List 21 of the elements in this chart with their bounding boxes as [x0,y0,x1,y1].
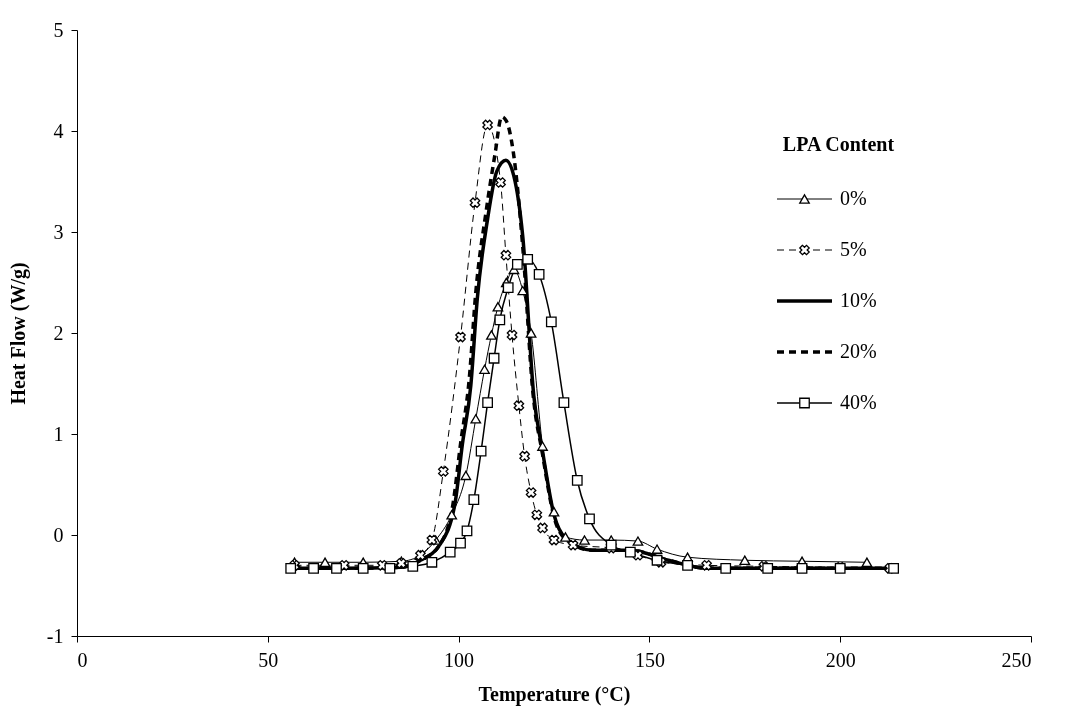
x-tick-label: 0 [77,648,88,671]
y-tick-label: 4 [53,119,64,142]
x-axis-title: Temperature (°C) [478,682,631,706]
legend-label: 10% [840,289,877,311]
x-tick-label: 100 [444,648,475,671]
y-tick-label: 5 [53,18,64,41]
legend-label: 0% [840,187,867,209]
y-tick-label: 2 [53,321,64,344]
x-tick-label: 250 [1001,648,1032,671]
legend-title: LPA Content [782,133,895,155]
y-tick-label: 3 [53,220,64,243]
legend-label: 20% [840,340,877,362]
y-tick-label: 0 [53,523,64,546]
y-tick-label: -1 [46,624,64,647]
x-tick-label: 50 [258,648,279,671]
y-axis-title: Heat Flow (W/g) [6,262,30,405]
x-tick-label: 200 [825,648,856,671]
x-tick-label: 150 [634,648,665,671]
legend-label: 40% [840,391,877,413]
y-tick-label: 1 [53,422,64,445]
legend-label: 5% [840,238,867,260]
